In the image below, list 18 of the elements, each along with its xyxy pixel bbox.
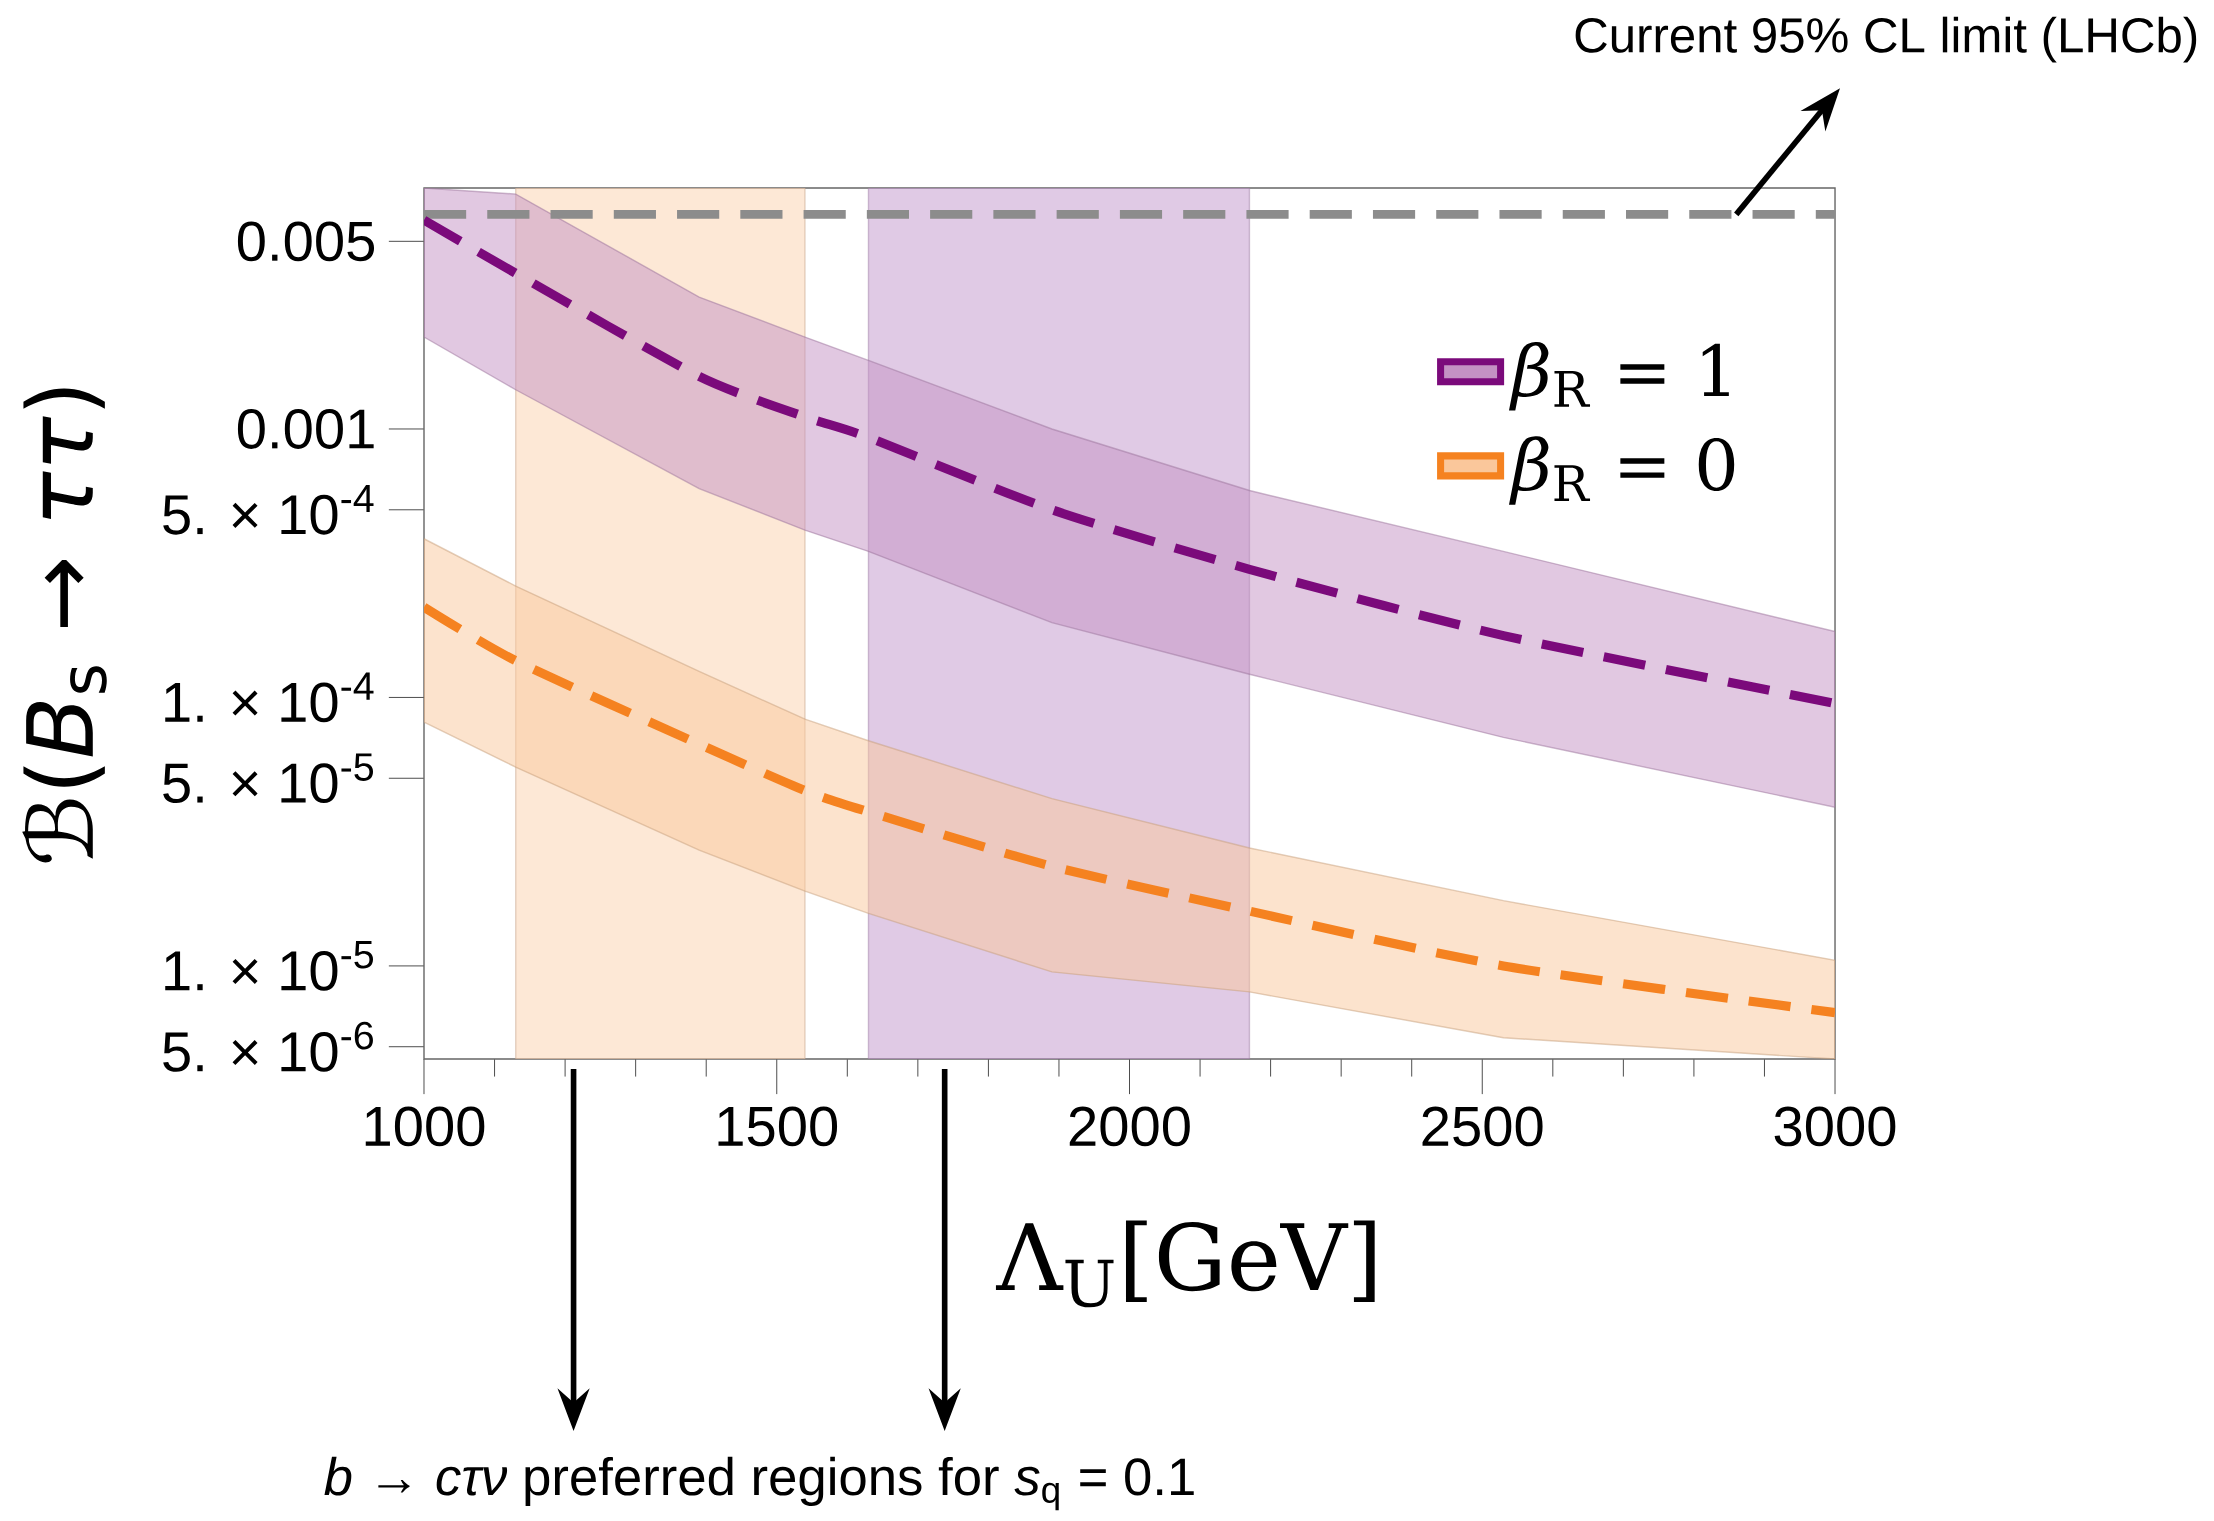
x-tick-label: 2500 [1422, 1106, 1543, 1147]
y-tick-label: 5. × 10$^{-5}$ [163, 753, 374, 804]
y-tick-label: 0.001 [237, 409, 374, 449]
x-axis-title: Λ$_{U}$[GeV] [995, 1220, 1375, 1308]
text: b → cτν preferred regions for s$_{q}$ = 0.1 [324, 1456, 1194, 1511]
x-tick-label: 2000 [1069, 1106, 1190, 1147]
y-tick-label: 5. × 10$^{-6}$ [163, 1021, 373, 1072]
x-tick-label: 3000 [1774, 1106, 1896, 1147]
y-tick-label: 1. × 10$^{-5}$ [165, 941, 374, 991]
x-tick-label: 1500 [718, 1106, 838, 1147]
y-axis-title: ℬ(B$_{s}$ → ττ) [22, 388, 107, 863]
y-tick-label: 5. × 10$^{-4}$ [163, 484, 374, 535]
x-tick-label: 1000 [365, 1106, 485, 1147]
ref-line-label: Current 95% CL limit (LHCb) [1575, 16, 2197, 63]
y-tick-label: 1. × 10$^{-4}$ [165, 672, 374, 723]
legend-label: β$_{R}$ = 0 [1508, 436, 1735, 505]
legend-label: β$_{R}$ = 1 [1508, 342, 1729, 411]
y-tick-label: 0.005 [237, 221, 375, 262]
